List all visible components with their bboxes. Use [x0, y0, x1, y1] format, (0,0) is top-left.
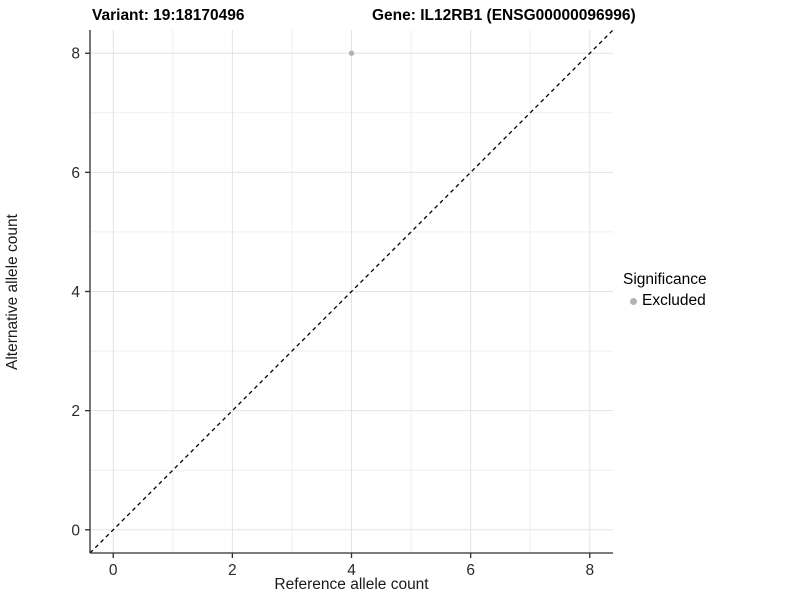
plot-title-variant: Variant: 19:18170496 [92, 7, 245, 24]
x-tick-label: 8 [585, 562, 594, 579]
x-tick-label: 4 [347, 562, 356, 579]
legend-item-label: Excluded [642, 292, 706, 309]
y-tick-label: 2 [71, 403, 80, 420]
y-axis-title: Alternative allele count [4, 214, 21, 370]
y-tick-label: 8 [71, 46, 80, 63]
y-tick-label: 0 [71, 522, 80, 539]
plot-title-gene: Gene: IL12RB1 (ENSG00000096996) [372, 7, 636, 24]
legend-title: Significance [623, 271, 707, 288]
legend: Significance Excluded [623, 271, 707, 310]
x-tick-label: 0 [109, 562, 118, 579]
identity-reference-line [89, 29, 614, 554]
y-tick-label: 6 [71, 165, 80, 182]
legend-key-dot-icon [630, 297, 637, 305]
data-point [348, 50, 355, 56]
x-tick-label: 2 [228, 562, 237, 579]
legend-item-excluded: Excluded [623, 292, 707, 310]
x-axis-title: Reference allele count [274, 576, 429, 593]
x-tick-label: 6 [466, 562, 475, 579]
y-tick-label: 4 [71, 284, 80, 301]
